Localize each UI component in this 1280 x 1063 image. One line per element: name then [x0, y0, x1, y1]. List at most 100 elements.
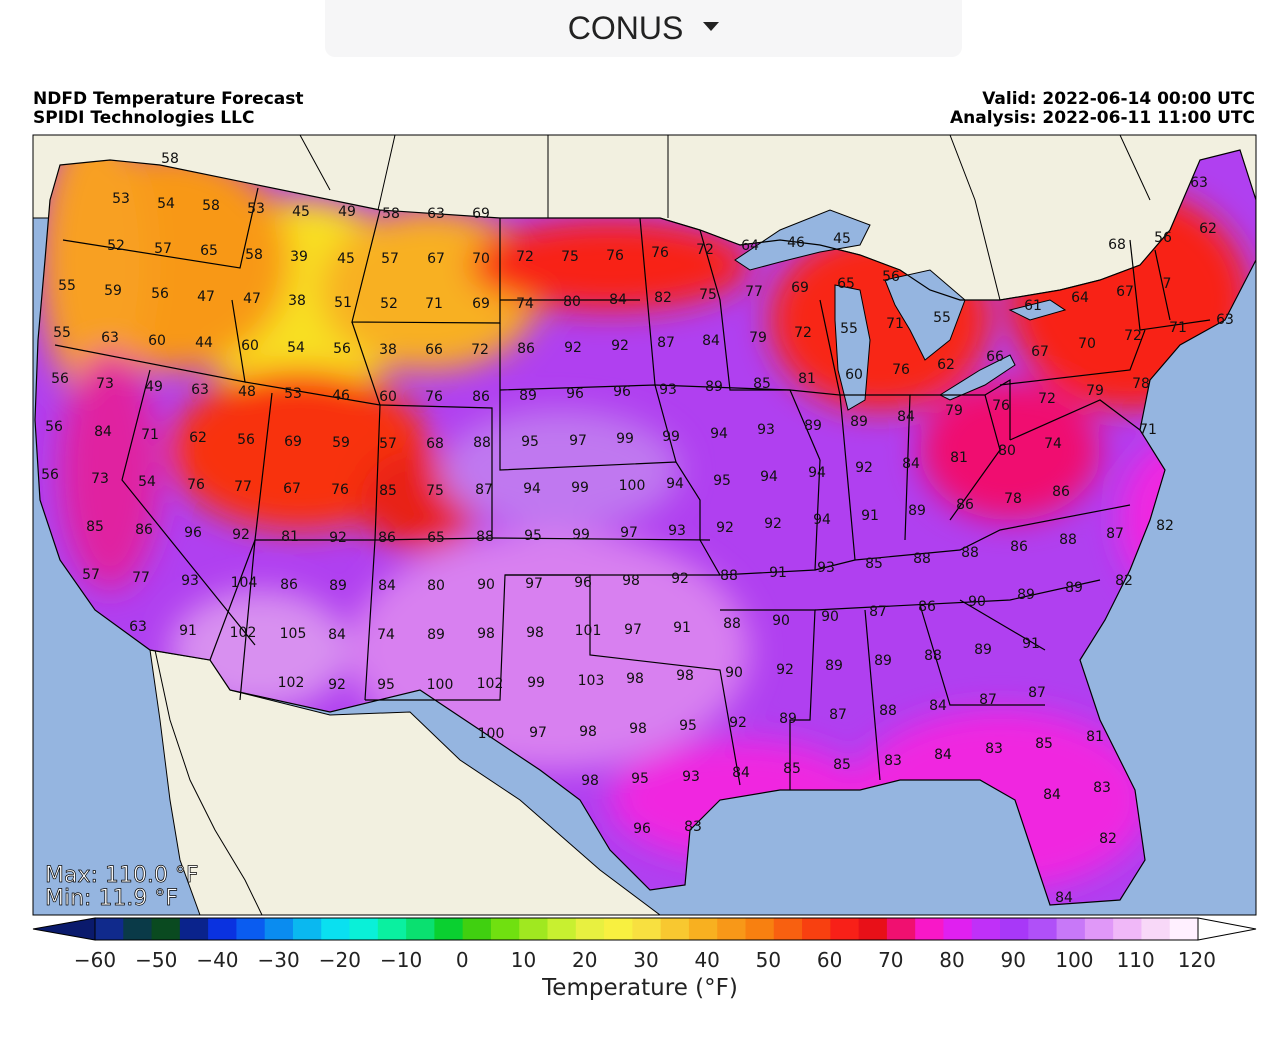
colorbar-tick-label: 40 [694, 948, 719, 972]
temp-label: 56 [51, 371, 69, 387]
colorbar-tick-label: −10 [380, 948, 422, 972]
colorbar-segment [490, 918, 520, 940]
temp-label: 55 [933, 310, 951, 326]
temp-label: 93 [682, 769, 700, 785]
temp-label: 52 [380, 296, 398, 312]
temp-label: 96 [613, 384, 631, 400]
temp-label: 100 [427, 677, 454, 693]
temp-label: 93 [659, 382, 677, 398]
temp-label: 66 [986, 349, 1004, 365]
temp-label: 72 [471, 342, 489, 358]
temp-label: 90 [772, 613, 790, 629]
temp-label: 76 [425, 389, 443, 405]
temp-label: 81 [950, 450, 968, 466]
temp-label: 99 [572, 527, 590, 543]
region-dropdown-label: CONUS [567, 10, 684, 46]
temp-label: 102 [477, 676, 504, 692]
colorbar-segment [462, 918, 492, 940]
temp-label: 95 [679, 718, 697, 734]
temp-label: 103 [578, 673, 605, 689]
colorbar-segment [547, 918, 577, 940]
temp-label: 72 [1124, 328, 1142, 344]
colorbar-segment [179, 918, 209, 940]
temp-label: 63 [129, 619, 147, 635]
colorbar-segment [1169, 918, 1199, 940]
temp-label: 86 [378, 530, 396, 546]
temp-label: 94 [666, 476, 684, 492]
temp-label: 80 [998, 443, 1016, 459]
temp-label: 94 [710, 426, 728, 442]
colorbar [32, 917, 1257, 941]
colorbar-segment [632, 918, 662, 940]
colorbar-tick-label: 0 [456, 948, 469, 972]
temp-label: 91 [861, 508, 879, 524]
temp-label: 76 [992, 398, 1010, 414]
lake-superior [734, 209, 871, 271]
temp-label: 80 [563, 294, 581, 310]
temp-label: 83 [985, 741, 1003, 757]
temp-label: 89 [705, 379, 723, 395]
map-subtitle: SPIDI Technologies LLC [33, 108, 255, 128]
temperature-labels: 58 53 54 58 53 45 49 58 63 69 52 57 65 58 39 45 57 67 70 72… [41, 151, 1234, 906]
temp-label: 74 [516, 296, 534, 312]
colorbar-tick-label: 30 [633, 948, 658, 972]
temp-label: 97 [529, 725, 547, 741]
temp-label: 98 [477, 626, 495, 642]
temp-label: 84 [609, 292, 627, 308]
temp-label: 69 [791, 280, 809, 296]
temp-label: 104 [231, 575, 258, 591]
temp-label: 59 [332, 435, 350, 451]
temp-label: 72 [696, 242, 714, 258]
temp-label: 97 [569, 433, 587, 449]
colorbar-segment [377, 918, 407, 940]
colorbar-tick-label: 90 [1001, 948, 1026, 972]
lake-erie [938, 354, 1016, 401]
region-dropdown[interactable]: CONUS [325, 0, 962, 57]
temp-label: 49 [145, 379, 163, 395]
colorbar-tick-label: 60 [817, 948, 842, 972]
colorbar-segment [886, 918, 916, 940]
temp-label: 56 [45, 419, 63, 435]
baja-coast [154, 649, 263, 915]
temp-label: 84 [1055, 890, 1073, 906]
temp-label: 92 [855, 460, 873, 476]
temp-label: 57 [154, 241, 172, 257]
colorbar-tick-label: 20 [572, 948, 597, 972]
temp-label: 58 [382, 206, 400, 222]
temp-label: 101 [575, 623, 602, 639]
map-header-right: Valid: 2022-06-14 00:00 UTC Analysis: 20… [950, 90, 1255, 128]
temp-label: 71 [1139, 422, 1157, 438]
temp-label: 38 [379, 342, 397, 358]
temp-label: 62 [1199, 221, 1217, 237]
temp-label: 53 [247, 201, 265, 217]
temp-label: 97 [525, 576, 543, 592]
temp-label: 56 [41, 467, 59, 483]
temp-label: 65 [427, 530, 445, 546]
temp-label: 102 [278, 675, 305, 691]
temp-label: 73 [91, 471, 109, 487]
temp-label: 63 [191, 382, 209, 398]
temp-label: 70 [472, 251, 490, 267]
temp-label: 98 [581, 773, 599, 789]
temp-label: 84 [897, 409, 915, 425]
colorbar-tick-label: 120 [1178, 948, 1216, 972]
colorbar-tick-label: −60 [74, 948, 116, 972]
colorbar-segment [915, 918, 944, 940]
temp-label: 83 [1093, 780, 1111, 796]
temp-label: 90 [477, 577, 495, 593]
temp-label: 98 [526, 625, 544, 641]
temp-label: 54 [287, 340, 305, 356]
temp-label: 84 [902, 456, 920, 472]
temp-label: 92 [329, 530, 347, 546]
temp-label: 54 [157, 196, 175, 212]
temp-label: 77 [234, 479, 252, 495]
temp-label: 81 [798, 371, 816, 387]
temp-label: 89 [874, 653, 892, 669]
temp-label: 94 [813, 512, 831, 528]
temp-label: 71 [425, 296, 443, 312]
temp-label: 100 [478, 726, 505, 742]
temp-label: 87 [979, 692, 997, 708]
colorbar-max-arrow [1197, 917, 1257, 941]
temp-label: 63 [1190, 175, 1208, 191]
